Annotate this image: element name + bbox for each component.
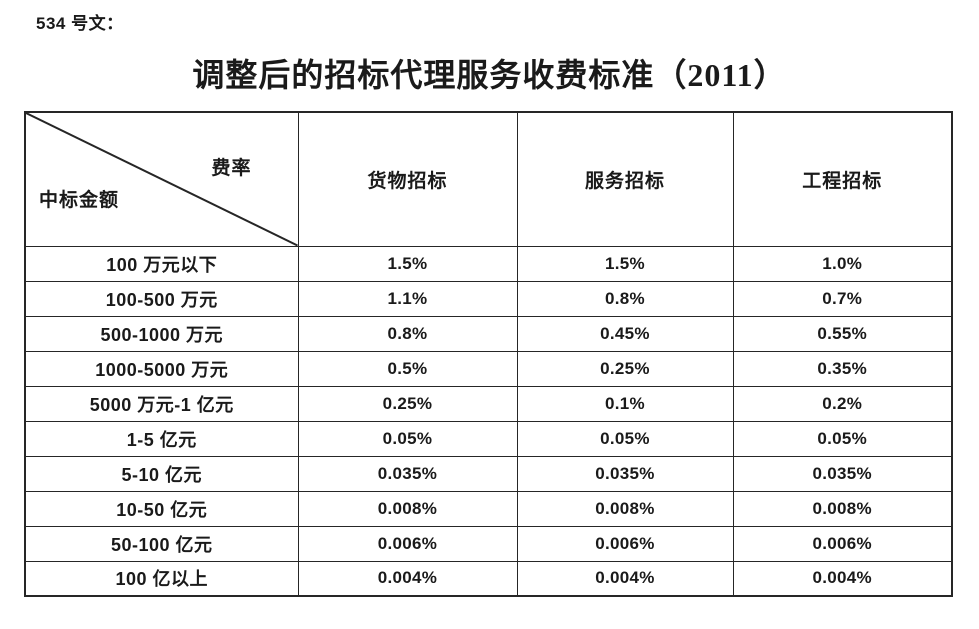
amount-cell: 100 万元以下 [24,245,299,282]
table-row: 5-10 亿元 0.035% 0.035% 0.035% [24,455,953,492]
rate-cell: 0.006% [516,525,734,562]
column-header-services: 服务招标 [516,111,734,247]
table-row: 100 亿以上 0.004% 0.004% 0.004% [24,560,953,597]
rate-cell: 0.035% [516,455,734,492]
amount-cell: 10-50 亿元 [24,490,299,527]
rate-cell: 0.25% [297,385,518,422]
rate-cell: 0.2% [732,385,953,422]
table-row: 1-5 亿元 0.05% 0.05% 0.05% [24,420,953,457]
rate-cell: 0.035% [297,455,518,492]
corner-header-cell: 费率 中标金额 [24,111,299,247]
table-row: 10-50 亿元 0.008% 0.008% 0.008% [24,490,953,527]
amount-cell: 100-500 万元 [24,280,299,317]
rate-cell: 0.05% [297,420,518,457]
rate-cell: 1.5% [516,245,734,282]
rate-cell: 0.006% [297,525,518,562]
rate-cell: 0.35% [732,350,953,387]
rate-cell: 0.8% [297,315,518,352]
rate-cell: 0.05% [516,420,734,457]
rate-cell: 0.8% [516,280,734,317]
table-row: 1000-5000 万元 0.5% 0.25% 0.35% [24,350,953,387]
rate-cell: 0.035% [732,455,953,492]
table-row: 100-500 万元 1.1% 0.8% 0.7% [24,280,953,317]
amount-cell: 500-1000 万元 [24,315,299,352]
table-row: 500-1000 万元 0.8% 0.45% 0.55% [24,315,953,352]
corner-label-bid-amount: 中标金额 [39,190,120,211]
amount-cell: 100 亿以上 [24,560,299,597]
table-row: 50-100 亿元 0.006% 0.006% 0.006% [24,525,953,562]
rate-cell: 0.1% [516,385,734,422]
rate-cell: 0.05% [732,420,953,457]
rate-cell: 0.55% [732,315,953,352]
table-row: 5000 万元-1 亿元 0.25% 0.1% 0.2% [24,385,953,422]
fee-table: 费率 中标金额 货物招标 服务招标 工程招标 100 万元以下 1.5% 1.5… [24,111,953,597]
amount-cell: 1000-5000 万元 [24,350,299,387]
rate-cell: 0.7% [732,280,953,317]
amount-cell: 1-5 亿元 [24,420,299,457]
doc-number-label: 534 号文： [36,14,124,33]
amount-cell: 5-10 亿元 [24,455,299,492]
rate-cell: 0.25% [516,350,734,387]
column-header-goods: 货物招标 [297,111,518,247]
amount-cell: 5000 万元-1 亿元 [24,385,299,422]
rate-cell: 1.1% [297,280,518,317]
rate-cell: 0.004% [297,560,518,597]
rate-cell: 0.008% [516,490,734,527]
rate-cell: 0.004% [732,560,953,597]
rate-cell: 0.5% [297,350,518,387]
rate-cell: 0.004% [516,560,734,597]
rate-cell: 1.5% [297,245,518,282]
rate-cell: 0.45% [516,315,734,352]
corner-label-fee-rate: 费率 [211,158,252,179]
rate-cell: 1.0% [732,245,953,282]
page-title: 调整后的招标代理服务收费标准（2011） [192,57,787,93]
column-header-engineering: 工程招标 [732,111,953,247]
amount-cell: 50-100 亿元 [24,525,299,562]
rate-cell: 0.006% [732,525,953,562]
rate-cell: 0.008% [732,490,953,527]
table-header-row: 费率 中标金额 货物招标 服务招标 工程招标 [24,111,953,247]
rate-cell: 0.008% [297,490,518,527]
table-row: 100 万元以下 1.5% 1.5% 1.0% [24,245,953,282]
diagonal-divider-line [26,113,298,246]
